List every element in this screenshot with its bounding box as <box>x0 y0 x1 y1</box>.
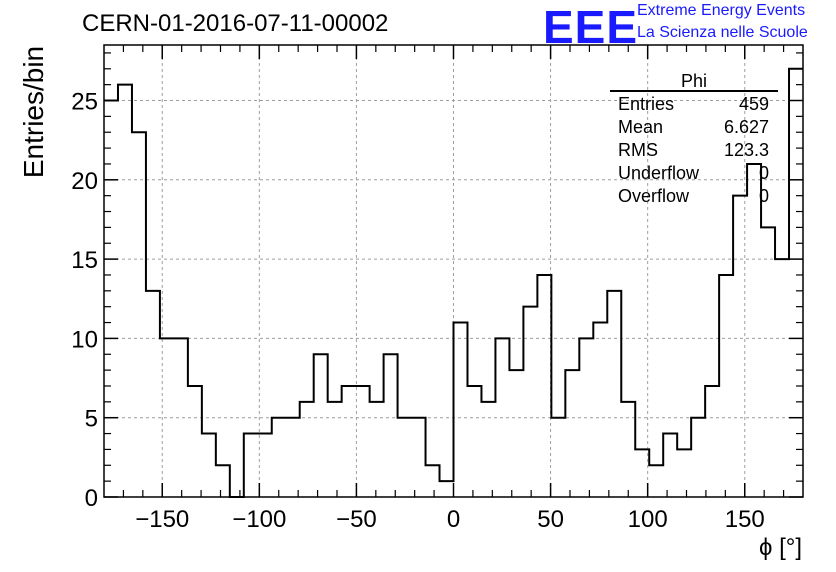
histogram-bin <box>356 386 370 497</box>
histogram-bin <box>300 402 314 497</box>
histogram-bin <box>132 132 146 497</box>
histogram-bin <box>691 418 705 497</box>
stats-value: 0 <box>759 186 769 206</box>
eee-logo: EEE <box>543 1 639 53</box>
histogram-bin <box>733 196 747 497</box>
chart-title: CERN-01-2016-07-11-00002 <box>82 10 389 37</box>
histogram-bin <box>481 402 495 497</box>
histogram-bin <box>649 465 663 497</box>
x-tick-label: 50 <box>537 506 564 533</box>
histogram-bin <box>677 449 691 497</box>
y-tick-label: 20 <box>71 168 98 195</box>
histogram-bin <box>747 164 761 497</box>
histogram-bin <box>314 354 328 497</box>
histogram-bin <box>216 465 230 497</box>
x-tick-label: −50 <box>336 506 377 533</box>
histogram-bin <box>523 307 537 497</box>
histogram-bin <box>174 338 188 497</box>
histogram-bin <box>412 418 426 497</box>
histogram-bin <box>537 275 551 497</box>
histogram-bin <box>551 418 565 497</box>
stats-title: Phi <box>681 71 707 91</box>
y-tick-label: 15 <box>71 247 98 274</box>
histogram-bin <box>328 402 342 497</box>
histogram-bin <box>146 291 160 497</box>
x-tick-label: 100 <box>628 506 668 533</box>
histogram-bin <box>370 402 384 497</box>
x-tick-label: 150 <box>725 506 765 533</box>
logo-line-1: Extreme Energy Events <box>637 2 806 19</box>
y-tick-label: 10 <box>71 326 98 353</box>
stats-label: Overflow <box>618 186 690 206</box>
histogram-bin <box>272 418 286 497</box>
histogram-bin <box>104 101 118 497</box>
histogram-bin <box>118 85 132 497</box>
histogram-bin <box>454 323 468 497</box>
histogram-bin <box>160 338 174 497</box>
histogram-bin <box>202 434 216 497</box>
histogram-bin <box>775 259 789 497</box>
y-tick-label: 5 <box>85 406 98 433</box>
histogram-bin <box>789 69 803 497</box>
histogram-bin <box>593 323 607 497</box>
grid-lines <box>104 45 803 497</box>
histogram-bin <box>426 465 440 497</box>
histogram-bin <box>467 386 481 497</box>
x-tick-label: −100 <box>232 506 286 533</box>
histogram-line <box>104 67 803 498</box>
logo-line-2: La Scienza nelle Scuole <box>637 24 808 41</box>
x-axis-label: ϕ [°] <box>758 534 802 561</box>
histogram-step-line <box>104 67 803 498</box>
histogram-bin <box>509 370 523 497</box>
histogram-bin <box>440 481 454 497</box>
histogram-bin <box>384 354 398 497</box>
histogram-bin <box>565 370 579 497</box>
y-tick-label: 25 <box>71 89 98 116</box>
histogram-bin <box>705 386 719 497</box>
stats-label: Underflow <box>618 163 700 183</box>
histogram-bin <box>342 386 356 497</box>
stats-value: 0 <box>759 163 769 183</box>
histogram-bin <box>188 386 202 497</box>
histogram-bin <box>761 227 775 497</box>
histogram-bin <box>621 402 635 497</box>
y-tick-label: 0 <box>85 485 98 512</box>
stats-value: 6.627 <box>724 117 769 137</box>
stats-label: Entries <box>618 94 674 114</box>
stats-label: Mean <box>618 117 663 137</box>
histogram-bin <box>398 418 412 497</box>
axis-ticks: −150 −100 −50 0 50 100 150 0 5 10 15 20 25 <box>71 45 803 533</box>
histogram-bin <box>607 291 621 497</box>
y-axis-label: Entries/bin <box>18 45 49 179</box>
stats-value: 459 <box>739 94 769 114</box>
x-tick-label: 0 <box>447 506 460 533</box>
stats-box: Phi Entries 459 Mean 6.627 RMS 123.3 Underflow 0… <box>610 71 778 206</box>
histogram-bin <box>495 338 509 497</box>
histogram-bin <box>719 275 733 497</box>
histogram-bin <box>663 434 677 497</box>
histogram-bin <box>579 338 593 497</box>
stats-value: 123.3 <box>724 140 769 160</box>
x-tick-label: −150 <box>135 506 189 533</box>
stats-label: RMS <box>618 140 658 160</box>
histogram-bin <box>244 434 258 497</box>
histogram-bin <box>286 418 300 497</box>
